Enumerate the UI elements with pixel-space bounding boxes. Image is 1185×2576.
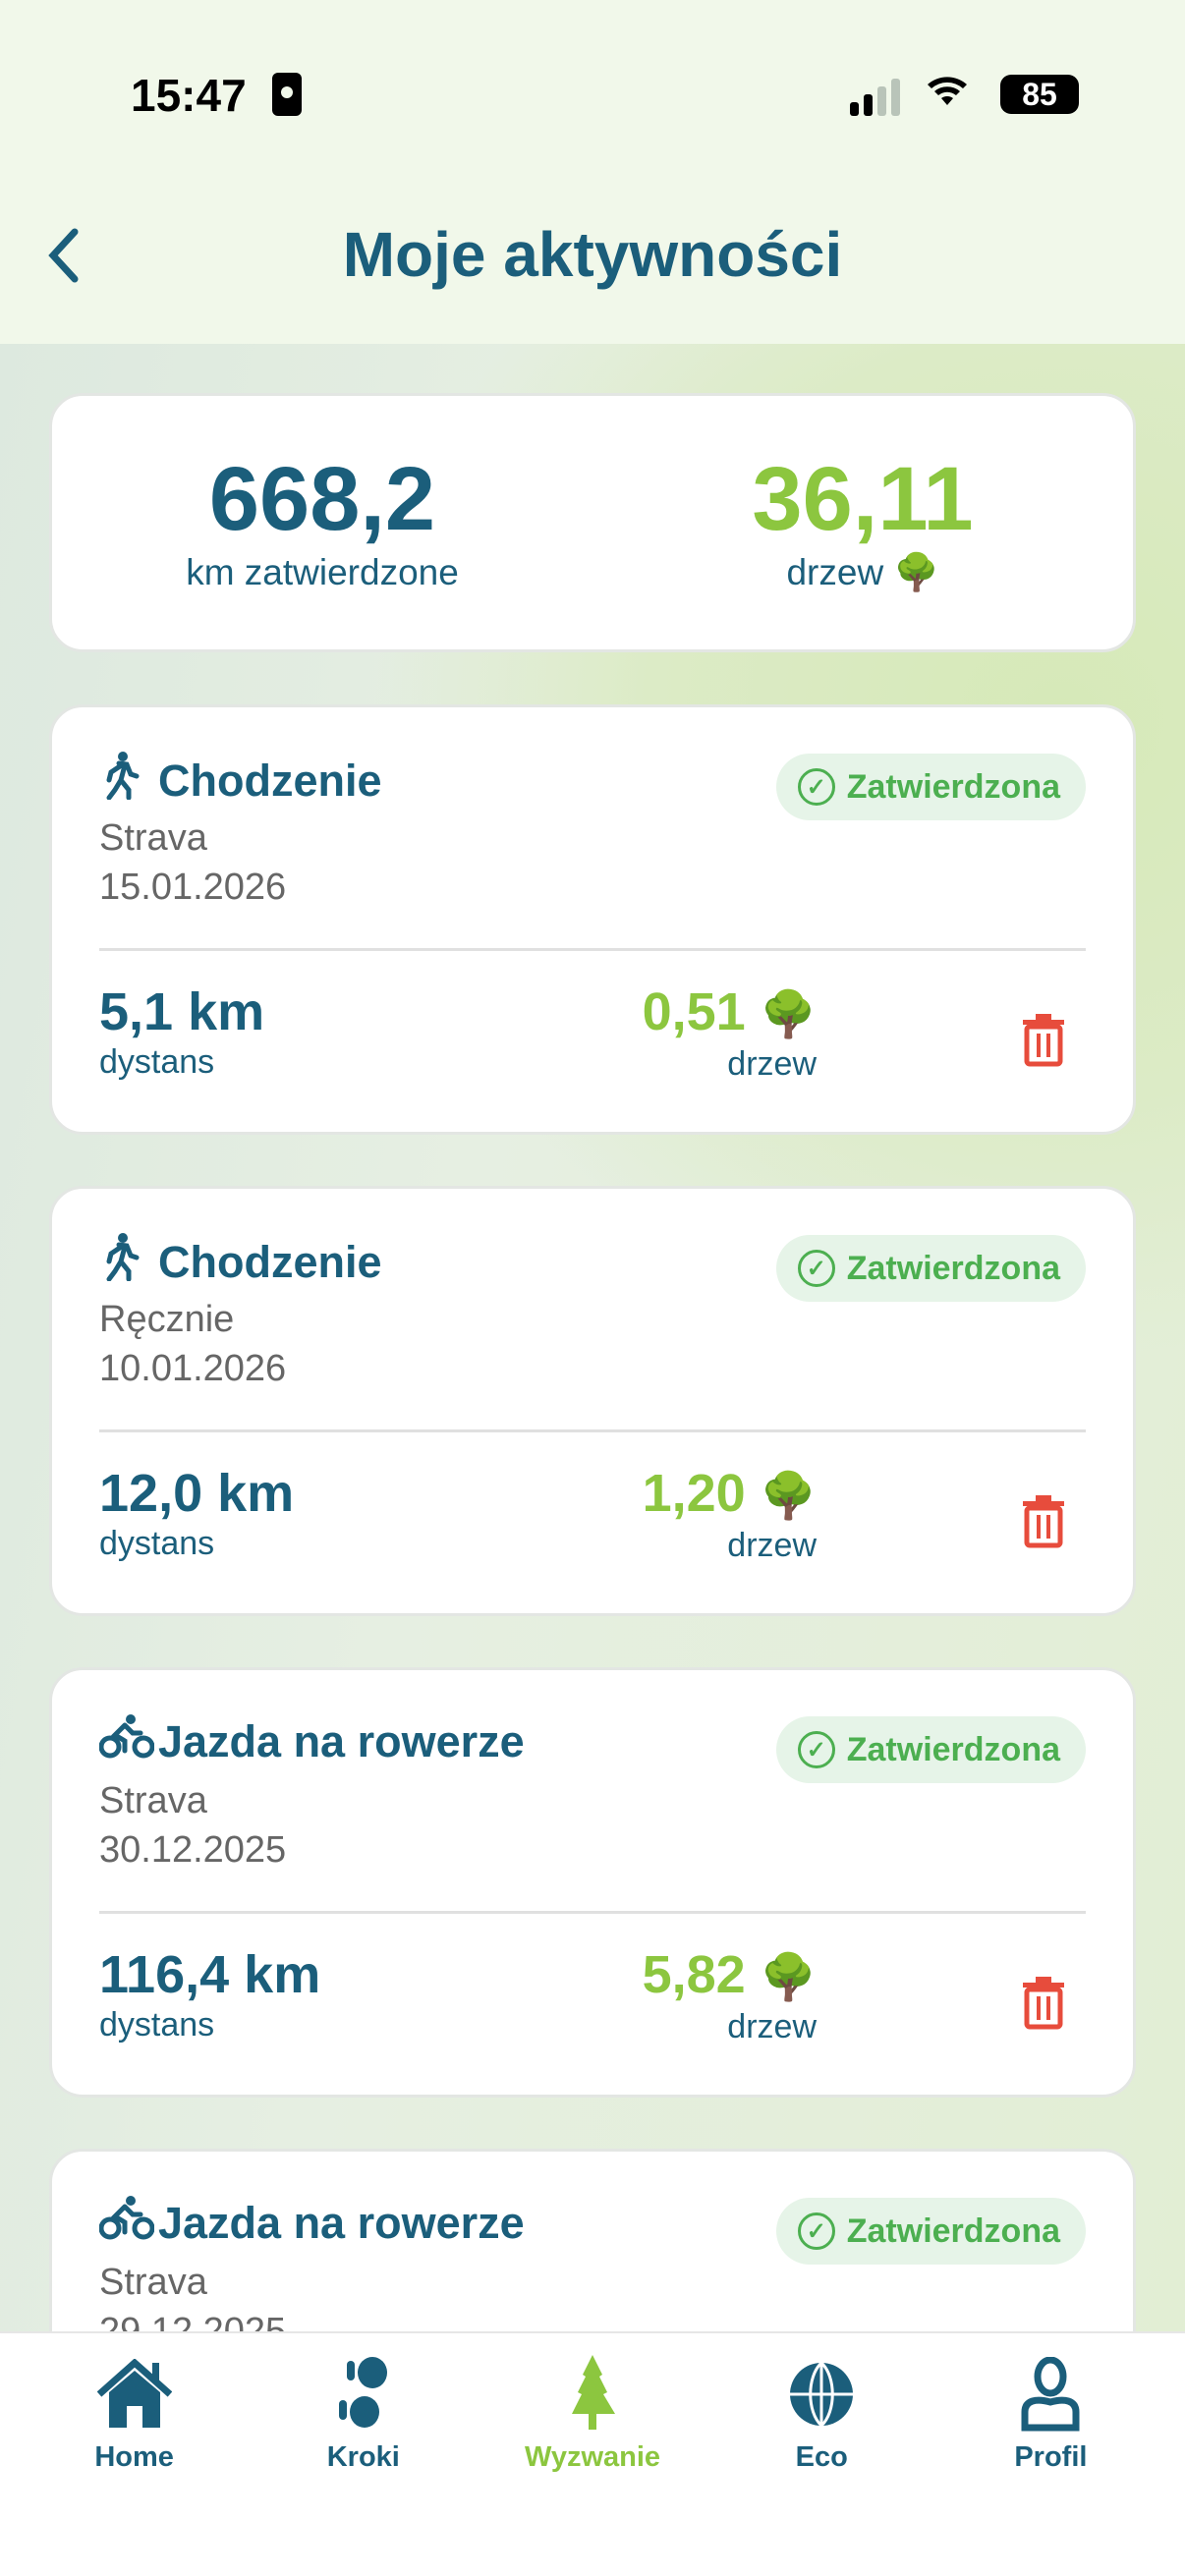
distance-value: 12,0 km: [99, 1464, 295, 1523]
activity-source: Strava: [99, 817, 207, 859]
check-circle-icon: ✓: [797, 1731, 835, 1768]
status-bar: 15:47 85: [0, 61, 1185, 130]
activity-type: Chodzenie: [158, 755, 382, 806]
distance-value: 5,1 km: [99, 982, 265, 1041]
status-time: 15:47: [131, 70, 247, 121]
tree-icon: [478, 2355, 706, 2434]
trees-label: drzew: [727, 1527, 817, 1564]
nav-label: Eco: [795, 2441, 848, 2473]
activity-source: Strava: [99, 1780, 207, 1821]
header: Moje aktywności: [0, 196, 1185, 314]
trees-value: 1,20: [642, 1464, 746, 1523]
bottom-navigation: Home Kroki Wyzwanie Eco Profil: [0, 2331, 1185, 2576]
signal-icon: [850, 79, 900, 116]
activity-type: Jazda na rowerze: [158, 2197, 525, 2248]
cycling-icon: [98, 1713, 155, 1769]
status-badge: ✓ Zatwierdzona: [775, 2198, 1086, 2265]
check-circle-icon: ✓: [797, 768, 835, 806]
nav-label: Wyzwanie: [524, 2441, 661, 2473]
delete-trash-icon[interactable]: [1021, 1493, 1066, 1548]
home-icon: [20, 2355, 249, 2434]
wifi-icon: [926, 73, 969, 113]
delete-trash-icon[interactable]: [1021, 1975, 1066, 2030]
id-card-icon: [272, 73, 302, 116]
divider: [99, 948, 1086, 951]
battery-indicator: 85: [1000, 75, 1079, 114]
status-label: Zatwierdzona: [846, 767, 1060, 806]
check-circle-icon: ✓: [797, 2212, 835, 2250]
status-label: Zatwierdzona: [846, 1730, 1060, 1768]
distance-label: dystans: [99, 1525, 215, 1562]
activity-source: Ręcznie: [99, 1299, 235, 1340]
activity-source: Strava: [99, 2262, 207, 2303]
nav-label: Home: [94, 2441, 174, 2473]
tree-emoji-icon: 🌳: [760, 1951, 817, 2002]
check-circle-icon: ✓: [797, 1250, 835, 1287]
trees-label: drzew: [727, 1045, 817, 1083]
total-trees-label: drzew: [786, 552, 884, 592]
status-badge: ✓ Zatwierdzona: [775, 1716, 1086, 1783]
trees-label: drzew: [727, 2008, 817, 2045]
tree-emoji-icon: 🌳: [760, 988, 817, 1039]
distance-label: dystans: [99, 1043, 215, 1081]
nav-item-profil[interactable]: Profil: [936, 2333, 1165, 2576]
nav-item-eco[interactable]: Eco: [707, 2333, 936, 2576]
distance-label: dystans: [99, 2006, 215, 2044]
nav-item-wyzwanie[interactable]: Wyzwanie: [478, 2333, 706, 2576]
distance-value: 116,4 km: [99, 1945, 321, 2004]
activity-date: 30.12.2025: [99, 1829, 287, 1871]
trees-value: 0,51: [642, 982, 746, 1041]
page-title: Moje aktywności: [342, 219, 843, 290]
top-bar: 15:47 85 Moje aktywności: [0, 0, 1185, 344]
walking-icon: [99, 1232, 142, 1292]
activity-card[interactable]: Jazda na rowerze Strava 30.12.2025 ✓ Zatw…: [49, 1667, 1136, 2098]
nav-label: Profil: [1014, 2441, 1088, 2473]
status-label: Zatwierdzona: [846, 2212, 1060, 2250]
cycling-icon: [98, 2195, 155, 2251]
nav-item-home[interactable]: Home: [20, 2333, 249, 2576]
activity-type: Chodzenie: [158, 1236, 382, 1287]
trees-value: 5,82: [642, 1945, 746, 2004]
walking-icon: [99, 751, 142, 811]
total-km-label: km zatwierdzone: [186, 552, 459, 592]
activity-card[interactable]: Chodzenie Strava 15.01.2026 ✓ Zatwierdzon…: [49, 704, 1136, 1135]
nav-item-kroki[interactable]: Kroki: [249, 2333, 478, 2576]
activity-type: Jazda na rowerze: [158, 1715, 525, 1766]
status-label: Zatwierdzona: [846, 1249, 1060, 1287]
activity-date: 10.01.2026: [99, 1348, 287, 1389]
activity-card[interactable]: Chodzenie Ręcznie 10.01.2026 ✓ Zatwierdzo…: [49, 1186, 1136, 1616]
activity-card[interactable]: Jazda na rowerze Strava 29.12.2025 ✓ Zatw…: [49, 2149, 1136, 2345]
globe-icon: [707, 2355, 936, 2434]
footsteps-icon: [249, 2355, 478, 2434]
divider: [99, 1429, 1086, 1432]
total-km-value: 668,2: [208, 449, 436, 549]
activity-date: 15.01.2026: [99, 867, 287, 908]
status-badge: ✓ Zatwierdzona: [775, 1235, 1086, 1302]
tree-emoji-icon: 🌳: [893, 552, 939, 592]
divider: [99, 1911, 1086, 1914]
profile-icon: [936, 2355, 1165, 2434]
status-badge: ✓ Zatwierdzona: [775, 754, 1086, 820]
summary-card: 668,2 km zatwierdzone 36,11 drzew 🌳: [49, 393, 1136, 652]
nav-label: Kroki: [326, 2441, 400, 2473]
back-button[interactable]: [43, 224, 83, 308]
total-trees-value: 36,11: [752, 449, 974, 549]
tree-emoji-icon: 🌳: [760, 1470, 817, 1521]
delete-trash-icon[interactable]: [1021, 1012, 1066, 1067]
